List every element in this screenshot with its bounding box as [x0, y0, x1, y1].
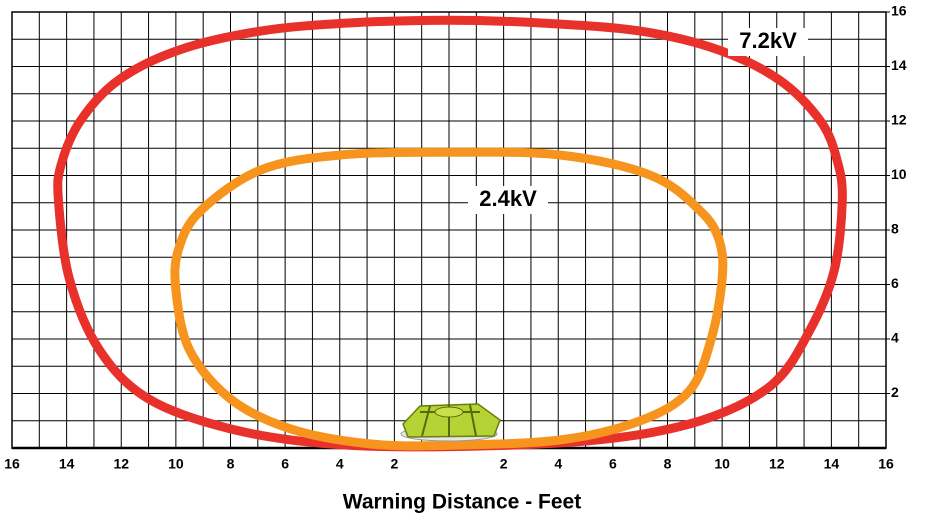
x-tick-label: 10 — [168, 456, 184, 472]
y-tick-label: 6 — [891, 275, 899, 291]
series-label: 7.2kV — [739, 28, 797, 53]
series-label-bg — [728, 28, 808, 56]
y-tick-label: 4 — [891, 330, 899, 346]
y-tick-label: 8 — [891, 221, 899, 237]
x-tick-label: 12 — [769, 456, 785, 472]
x-tick-label: 16 — [878, 456, 894, 472]
y-tick-label: 12 — [891, 112, 907, 128]
warning-curve — [170, 147, 728, 451]
y-tick-label: 14 — [891, 57, 907, 73]
y-tick-label: 2 — [891, 384, 899, 400]
x-tick-label: 16 — [4, 456, 20, 472]
x-tick-label: 8 — [227, 456, 235, 472]
grid — [11, 11, 890, 450]
x-tick-label: 12 — [113, 456, 129, 472]
x-tick-label: 6 — [609, 456, 617, 472]
x-tick-label: 4 — [336, 456, 344, 472]
x-tick-label: 4 — [554, 456, 562, 472]
x-tick-label: 10 — [714, 456, 730, 472]
warning-curve — [53, 15, 847, 452]
curves — [53, 15, 847, 452]
y-tick-label: 16 — [891, 3, 907, 19]
y-tick-label: 10 — [891, 166, 907, 182]
x-tick-label: 2 — [390, 456, 398, 472]
x-tick-label: 2 — [500, 456, 508, 472]
series-label-bg — [468, 186, 548, 214]
labels: 16 14 12 10 8 6 4 2 2 4 6 8 10 12 14 16 2 4 6 8 10 12 14 16 7.2k… — [4, 3, 907, 472]
x-tick-label: 14 — [824, 456, 840, 472]
x-tick-label: 6 — [281, 456, 289, 472]
x-tick-label: 8 — [664, 456, 672, 472]
device-icon — [400, 403, 501, 442]
x-axis-title: Warning Distance - Feet — [343, 491, 581, 514]
x-tick-label: 14 — [59, 456, 75, 472]
series-label: 2.4kV — [479, 186, 537, 211]
